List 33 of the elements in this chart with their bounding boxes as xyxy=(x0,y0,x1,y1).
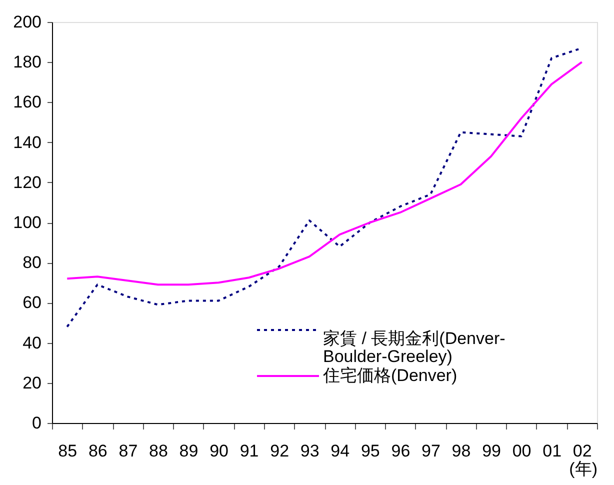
x-tick-label: 85 xyxy=(58,442,78,460)
x-tick-label: 92 xyxy=(270,442,290,460)
x-tick-label: 86 xyxy=(88,442,108,460)
x-tick-label: 95 xyxy=(360,442,380,460)
x-tick-label: 89 xyxy=(179,442,198,460)
y-tick-label: 40 xyxy=(22,333,42,352)
x-tick-label: 88 xyxy=(149,442,168,460)
y-tick-label: 80 xyxy=(22,253,42,272)
y-tick-label: 60 xyxy=(22,293,42,312)
x-tick-label: 02 xyxy=(572,442,592,460)
x-tick-label: 94 xyxy=(330,442,350,460)
y-tick-label: 100 xyxy=(13,213,42,232)
x-tick-label: 90 xyxy=(210,442,228,460)
legend-label: 家賃 / 長期金利(Denver-Boulder-Greeley) xyxy=(323,329,506,366)
x-tick-label: 93 xyxy=(300,442,320,460)
y-tick-label: 20 xyxy=(22,373,42,392)
line-series xyxy=(66,61,583,286)
x-tick-label: 98 xyxy=(452,442,471,460)
x-axis-title: (年) xyxy=(569,460,598,478)
x-tick-label: 96 xyxy=(391,442,410,460)
x-tick-label: 87 xyxy=(118,442,138,460)
x-tick-label: 99 xyxy=(482,442,501,460)
y-tick-label: 120 xyxy=(13,172,42,192)
y-tick-label: 180 xyxy=(13,52,42,72)
y-tick-label: 200 xyxy=(13,12,42,32)
y-tick-label: 0 xyxy=(32,414,42,432)
x-tick-label: 91 xyxy=(240,442,259,460)
x-tick-label: 01 xyxy=(542,442,562,460)
y-tick-label: 140 xyxy=(13,132,42,152)
legend-label: 住宅価格(Denver) xyxy=(322,366,458,385)
x-tick-label: 00 xyxy=(512,442,532,460)
x-tick-label: 97 xyxy=(422,442,440,460)
y-tick-label: 160 xyxy=(13,92,42,112)
